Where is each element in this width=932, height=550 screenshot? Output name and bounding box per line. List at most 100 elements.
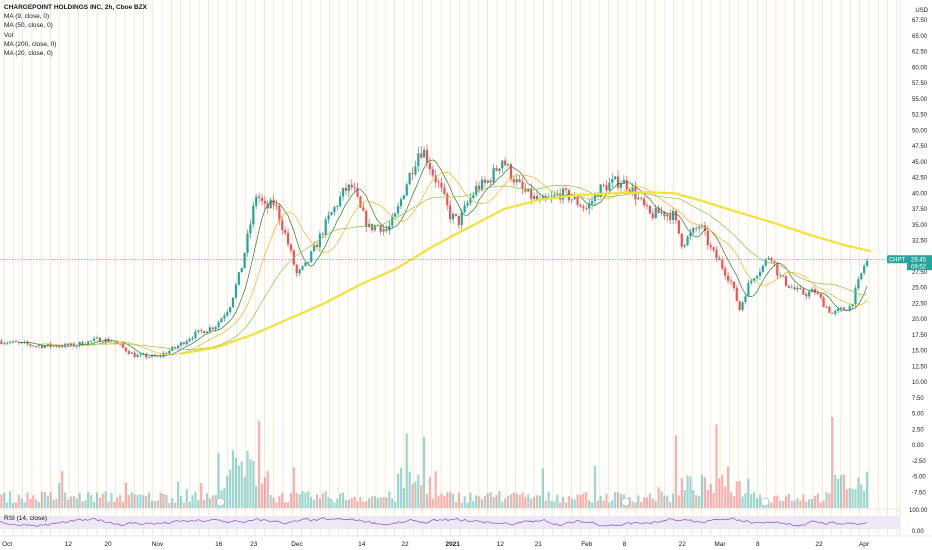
candle-body (839, 307, 843, 310)
candle-body (223, 315, 226, 319)
candle-body (142, 354, 145, 355)
candle-body (506, 164, 510, 166)
y-tick-label: -2.50 (912, 459, 926, 465)
candle-body (431, 169, 434, 176)
volume-bar (35, 499, 38, 508)
volume-bar (142, 495, 145, 508)
candle-body (451, 213, 455, 220)
candle-body (761, 265, 764, 272)
candle-body (411, 172, 414, 175)
volume-bar (509, 494, 513, 508)
volume-bar (194, 491, 197, 508)
candle-body (590, 201, 594, 204)
earnings-marker (760, 497, 770, 507)
volume-bar (845, 489, 848, 508)
candle-body (336, 206, 339, 207)
candle-body (55, 345, 58, 347)
candle-body (145, 354, 148, 358)
volume-bar (518, 494, 521, 508)
x-tick-label: 22 (401, 541, 409, 548)
volume-bar (837, 479, 840, 508)
candle-body (495, 168, 498, 171)
candle-body (382, 229, 385, 232)
volume-bar (295, 492, 298, 508)
candle-body (819, 293, 822, 298)
candle-body (208, 327, 211, 332)
axis-unit: USD (915, 8, 928, 14)
candle-body (602, 184, 605, 186)
x-tick-label: 16 (215, 541, 223, 548)
candle-body (625, 180, 628, 190)
candle-body (660, 211, 663, 214)
candle-body (724, 268, 727, 276)
legend-ma50: MA (50, close, 0) (4, 22, 53, 30)
candle-body (781, 275, 785, 277)
volume-bar (217, 453, 220, 508)
candle-body (504, 160, 507, 166)
candle-body (72, 343, 75, 347)
candle-body (533, 195, 536, 200)
candle-body (813, 289, 817, 293)
volume-bar (368, 498, 371, 508)
volume-bar (541, 468, 544, 508)
volume-bar (721, 474, 724, 508)
candle-body (107, 338, 110, 343)
volume-bar (787, 494, 790, 508)
candle-body (417, 153, 420, 167)
candle-body (573, 197, 576, 200)
candle-body (857, 279, 860, 289)
candle-body (3, 343, 6, 345)
y-tick-label: 32.50 (912, 239, 928, 245)
volume-bar (669, 501, 672, 508)
volume-bar (747, 478, 750, 508)
volume-bar (373, 496, 377, 508)
volume-bar (674, 435, 678, 508)
volume-bar (680, 478, 683, 508)
candle-body (194, 331, 197, 338)
volume-bar (281, 492, 284, 508)
y-tick-label: 60.00 (912, 65, 928, 71)
candle-body (764, 259, 767, 266)
x-tick-label: 22 (679, 541, 687, 548)
volume-bar (654, 500, 657, 508)
candle-body (234, 284, 238, 298)
volume-bar (260, 483, 264, 508)
candle-body (631, 187, 634, 193)
candle-body (229, 307, 232, 313)
candle-body (205, 331, 209, 334)
candle-body (738, 301, 741, 310)
volume-bar (350, 497, 353, 508)
volume-bar (602, 500, 605, 508)
candle-body (347, 184, 350, 191)
volume-bar (741, 496, 744, 508)
candle-body (790, 287, 793, 289)
candle-body (307, 261, 310, 263)
candle-body (553, 194, 556, 197)
volume-bar (365, 501, 368, 508)
candle-body (741, 302, 744, 310)
volume-bar (240, 461, 243, 508)
volume-bar (431, 499, 434, 508)
candle-body (654, 208, 657, 219)
volume-bar (43, 492, 46, 508)
candle-body (828, 306, 831, 313)
volume-bar (567, 495, 570, 508)
volume-bar (318, 498, 321, 508)
candle-body (483, 179, 487, 183)
candle-body (680, 233, 683, 247)
volume-bar (182, 502, 185, 508)
volume-bar (504, 498, 507, 508)
volume-bar (252, 460, 255, 508)
volume-bar (396, 473, 400, 508)
legend-ma20: MA (20, close, 0) (4, 50, 53, 58)
candle-body (726, 275, 730, 281)
candle-body (735, 287, 738, 302)
x-tick-label: Oct (2, 541, 12, 548)
candle-body (179, 342, 183, 346)
volume-bar (463, 496, 466, 508)
volume-bar (278, 496, 281, 508)
volume-bar (860, 484, 863, 508)
x-tick-label: 12 (65, 541, 73, 548)
candle-body (860, 273, 863, 280)
